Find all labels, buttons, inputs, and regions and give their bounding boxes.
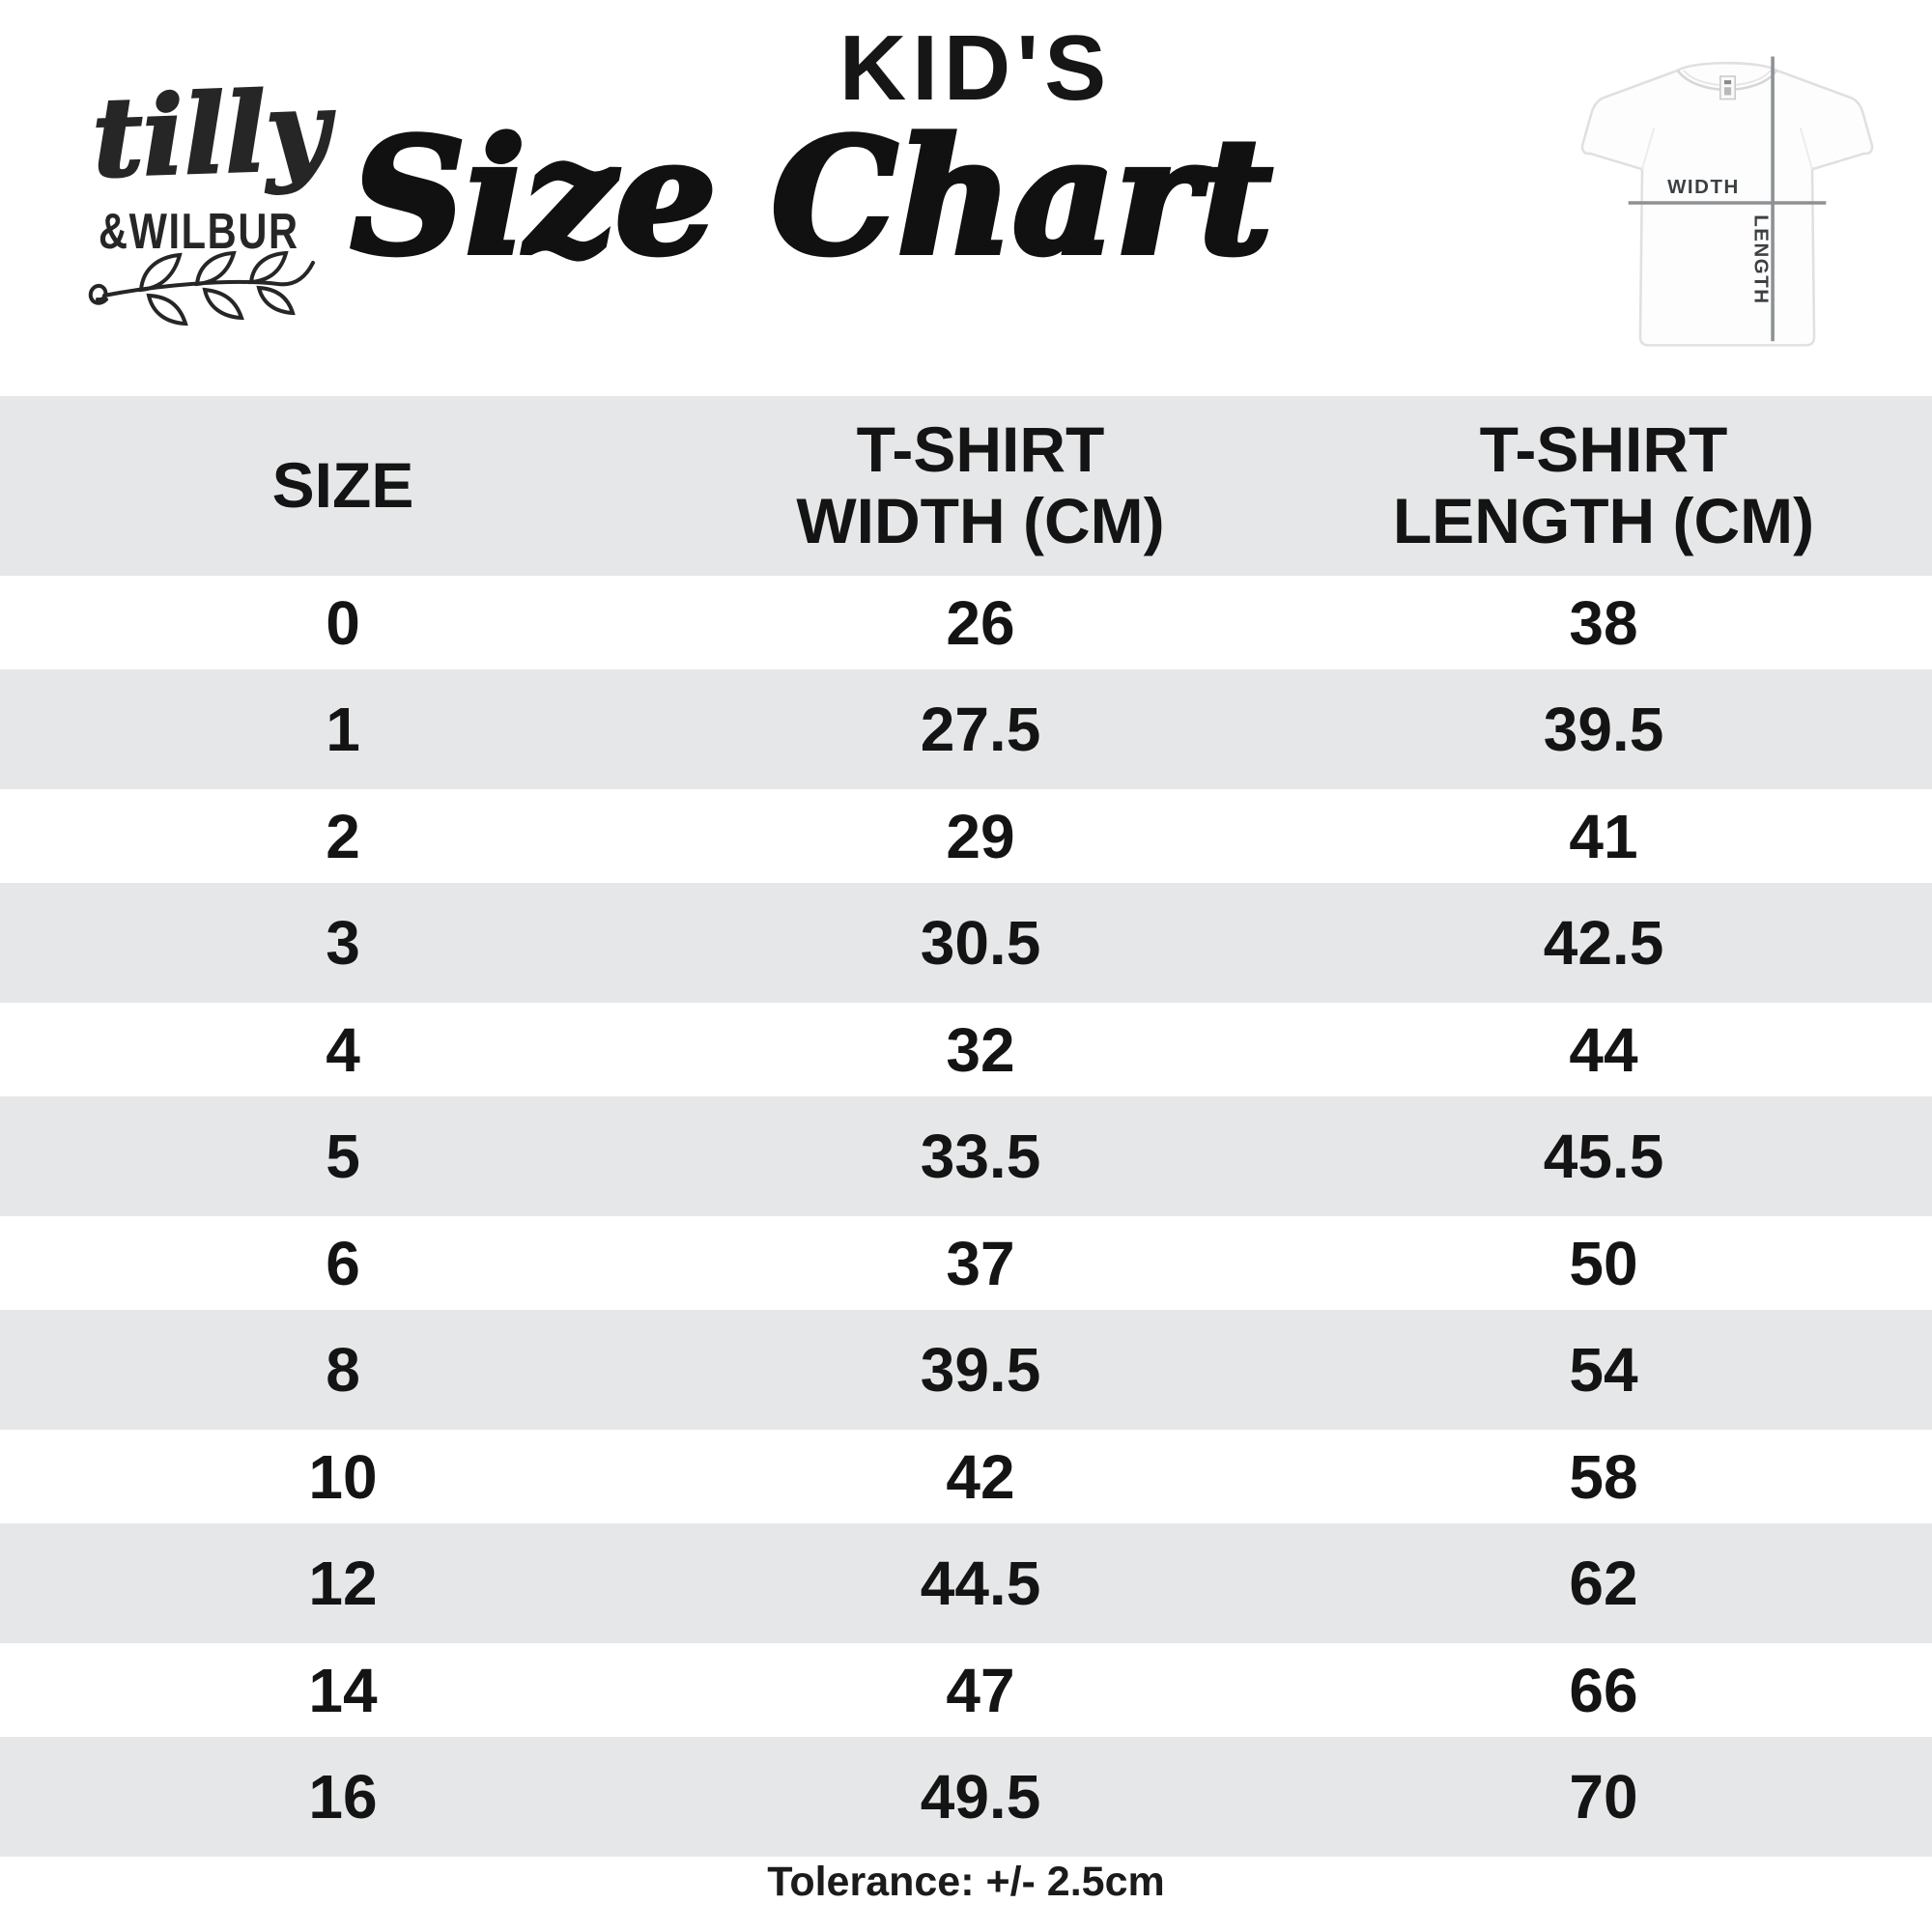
table-header-row: SIZE T-SHIRT WIDTH (CM) T-SHIRT LENGTH (… bbox=[0, 396, 1932, 576]
length-cell: 50 bbox=[1569, 1228, 1638, 1298]
table-row: 16 49.5 70 bbox=[0, 1737, 1932, 1857]
table-row: 3 30.5 42.5 bbox=[0, 883, 1932, 1003]
brand-name-caps: &WILBUR bbox=[99, 204, 299, 260]
length-cell: 44 bbox=[1569, 1014, 1638, 1085]
size-cell: 5 bbox=[326, 1122, 360, 1191]
width-cell: 47 bbox=[946, 1655, 1015, 1725]
size-cell: 1 bbox=[326, 695, 360, 764]
table-row: 10 42 58 bbox=[0, 1430, 1932, 1523]
table-row: 12 44.5 62 bbox=[0, 1523, 1932, 1643]
brand-name-script: tilly bbox=[89, 66, 332, 203]
tshirt-diagram: WIDTH LENGTH bbox=[1580, 56, 1874, 347]
measurement-lines bbox=[1628, 56, 1827, 342]
table-row: 1 27.5 39.5 bbox=[0, 669, 1932, 789]
brand-logo: tilly &WILBUR bbox=[85, 66, 355, 328]
column-header-size: SIZE bbox=[271, 449, 414, 522]
table-body: 0 26 38 1 27.5 39.5 2 29 41 3 30.5 42.5 4 32 44 5 33.5 45… bbox=[0, 576, 1932, 1857]
length-cell: 45.5 bbox=[1543, 1122, 1664, 1191]
width-cell: 27.5 bbox=[920, 695, 1041, 764]
table-row: 0 26 38 bbox=[0, 576, 1932, 669]
width-cell: 29 bbox=[946, 801, 1015, 871]
width-cell: 37 bbox=[946, 1228, 1015, 1298]
column-header-length: T-SHIRT LENGTH (CM) bbox=[1392, 413, 1815, 556]
size-cell: 12 bbox=[308, 1548, 378, 1618]
length-cell: 62 bbox=[1569, 1548, 1638, 1618]
tolerance-note: Tolerance: +/- 2.5cm bbox=[767, 1859, 1165, 1905]
width-cell: 44.5 bbox=[920, 1548, 1041, 1618]
laurel-branch-icon bbox=[88, 250, 315, 327]
length-cell: 58 bbox=[1569, 1441, 1638, 1512]
table-row: 6 37 50 bbox=[0, 1216, 1932, 1310]
length-cell: 66 bbox=[1569, 1655, 1638, 1725]
width-cell: 32 bbox=[946, 1014, 1015, 1085]
size-cell: 10 bbox=[308, 1441, 378, 1512]
size-cell: 16 bbox=[308, 1762, 378, 1832]
column-header-width: T-SHIRT WIDTH (CM) bbox=[796, 413, 1165, 556]
width-cell: 30.5 bbox=[920, 908, 1041, 978]
page-title: Size Chart bbox=[348, 103, 1275, 290]
length-cell: 39.5 bbox=[1543, 695, 1664, 764]
size-cell: 14 bbox=[308, 1655, 378, 1725]
size-cell: 3 bbox=[326, 908, 360, 978]
length-label: LENGTH bbox=[1750, 214, 1773, 304]
size-table: SIZE T-SHIRT WIDTH (CM) T-SHIRT LENGTH (… bbox=[0, 396, 1932, 1857]
width-cell: 26 bbox=[946, 587, 1015, 658]
length-cell: 54 bbox=[1569, 1335, 1638, 1405]
width-cell: 49.5 bbox=[920, 1762, 1041, 1832]
width-cell: 33.5 bbox=[920, 1122, 1041, 1191]
table-row: 4 32 44 bbox=[0, 1003, 1932, 1096]
page-kicker: KID'S bbox=[838, 16, 1113, 120]
table-row: 5 33.5 45.5 bbox=[0, 1096, 1932, 1216]
width-cell: 42 bbox=[946, 1441, 1015, 1512]
size-cell: 0 bbox=[326, 587, 360, 658]
length-cell: 70 bbox=[1569, 1762, 1638, 1832]
size-cell: 8 bbox=[326, 1335, 360, 1405]
table-row: 8 39.5 54 bbox=[0, 1310, 1932, 1430]
size-cell: 6 bbox=[326, 1228, 360, 1298]
size-cell: 4 bbox=[326, 1014, 360, 1085]
length-cell: 38 bbox=[1569, 587, 1638, 658]
length-cell: 41 bbox=[1569, 801, 1638, 871]
length-cell: 42.5 bbox=[1543, 908, 1664, 978]
size-cell: 2 bbox=[326, 801, 360, 871]
table-row: 2 29 41 bbox=[0, 789, 1932, 883]
width-cell: 39.5 bbox=[920, 1335, 1041, 1405]
width-label: WIDTH bbox=[1667, 176, 1740, 198]
table-row: 14 47 66 bbox=[0, 1643, 1932, 1737]
